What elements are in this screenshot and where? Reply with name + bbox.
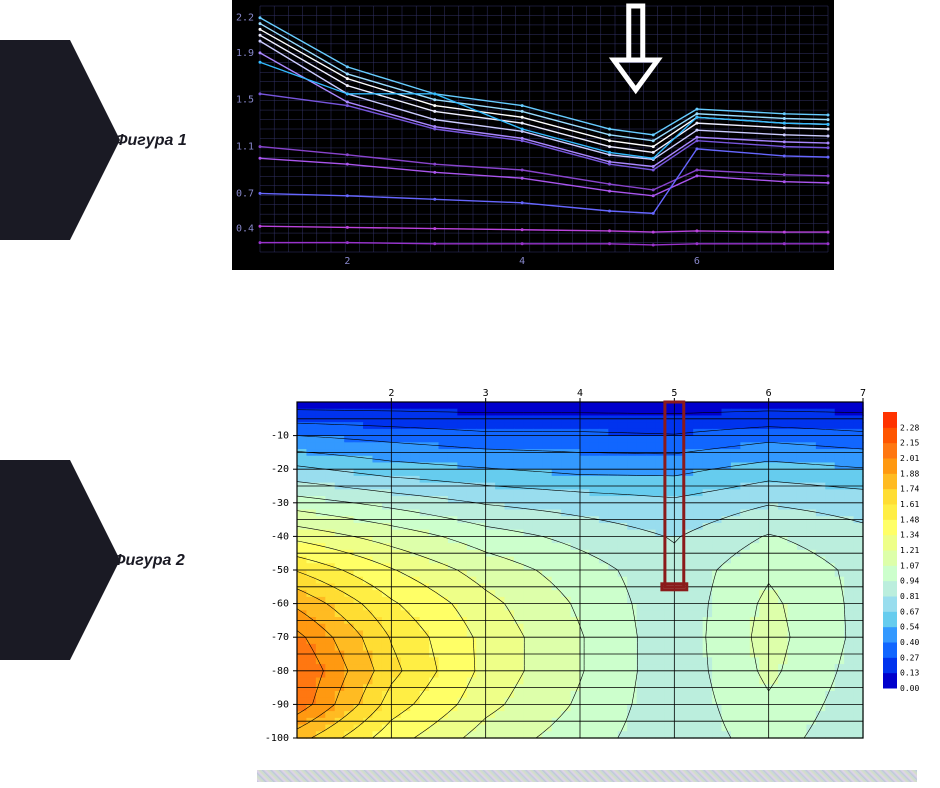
chart2-ytick-label: -70 [271,632,289,643]
chart2-ytick-label: -20 [271,464,289,475]
colorbar-swatch [883,627,897,643]
chart1-ytick-label: 1.5 [236,95,254,106]
chart2-ytick-label: -90 [271,699,289,710]
chart2-xtick-label: 2 [388,388,394,399]
chart1-ytick-label: 0.7 [236,188,254,199]
chart2-ytick-label: -30 [271,498,289,509]
colorbar-swatch [883,581,897,597]
colorbar-swatch [883,596,897,612]
chart2-ytick-label: -40 [271,531,289,542]
colorbar-label: 1.21 [900,546,919,555]
chart2-ytick-label: -50 [271,565,289,576]
chart1-ytick-label: 1.9 [236,48,254,59]
chart2-xtick-label: 6 [766,388,772,399]
colorbar-swatch [883,550,897,566]
colorbar-label: 0.40 [900,638,919,647]
colorbar-label: 1.61 [900,500,919,509]
colorbar-swatch [883,427,897,443]
chart1-xtick-label: 2 [344,256,350,267]
colorbar-swatch [883,473,897,489]
colorbar-swatch [883,673,897,689]
colorbar-swatch [883,565,897,581]
chart2-ytick-label: -80 [271,666,289,677]
colorbar-label: 0.27 [900,653,919,662]
colorbar-label: 0.13 [900,669,919,678]
colorbar-label: 0.81 [900,592,919,601]
colorbar-label: 0.00 [900,684,919,693]
colorbar-label: 1.48 [900,515,919,524]
colorbar-label: 0.54 [900,623,919,632]
arrow-down-icon [614,6,658,90]
chart2-ytick-label: -10 [271,431,289,442]
colorbar-swatch [883,519,897,535]
chart2-xtick-label: 5 [671,388,677,399]
chart1-ytick-label: 1.1 [236,142,254,153]
colorbar-swatch [883,611,897,627]
colorbar-swatch [883,458,897,474]
colorbar-label: 1.74 [900,485,919,494]
colorbar-swatch [883,443,897,459]
colorbar-label: 1.34 [900,531,919,540]
colorbar-label: 1.88 [900,469,919,478]
chart2-xtick-label: 7 [860,388,866,399]
chart2-xtick-label: 3 [483,388,489,399]
colorbar-swatch [883,535,897,551]
chart1-line-plot: 0.4 0.7 1.1 1.5 1.9 2.2 2 4 6 [232,0,834,270]
chart1-xtick-label: 6 [694,256,700,267]
figure1-label: Фигура 1 [115,132,187,150]
chart2-ytick-label: -60 [271,599,289,610]
colorbar-label: 0.67 [900,607,919,616]
chart2-contour-heatmap: 2 3 4 5 6 7 -10 -20 -30 -40 -50 -60 -70 -80 -90 -100 0.0… [257,380,937,750]
pointer-1 [0,40,70,240]
chart2-xtick-label: 4 [577,388,583,399]
colorbar-swatch [883,657,897,673]
pointer-2 [0,460,70,660]
colorbar-swatch [883,489,897,505]
chart1-ytick-label: 2.2 [236,13,254,24]
chart1-xtick-label: 4 [519,256,525,267]
colorbar-label: 2.01 [900,454,919,463]
figure2-label: Фигура 2 [113,552,185,570]
chart2-ytick-label: -100 [265,733,289,744]
colorbar-swatch [883,412,897,428]
colorbar-swatch [883,504,897,520]
colorbar-swatch [883,642,897,658]
footer-noise-strip [257,770,917,782]
colorbar-label: 2.28 [900,423,919,432]
chart1-ytick-label: 0.4 [236,224,254,235]
colorbar-label: 1.07 [900,561,919,570]
colorbar-label: 0.94 [900,577,919,586]
colorbar-label: 2.15 [900,439,919,448]
chart2-grid [297,402,863,738]
